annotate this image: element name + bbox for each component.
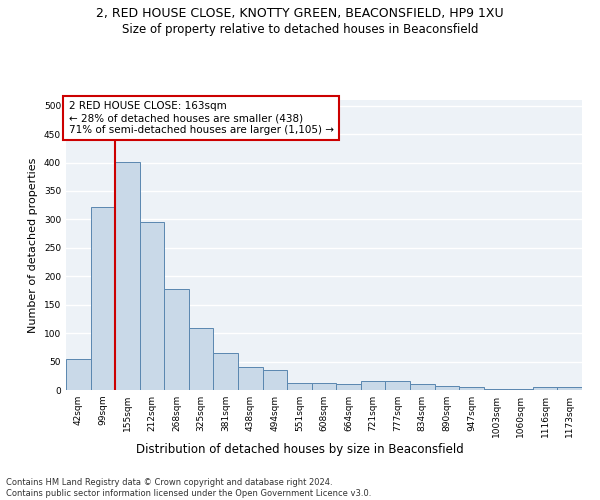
- Bar: [238, 368, 263, 390]
- Bar: [533, 387, 557, 390]
- Bar: [66, 358, 91, 390]
- Bar: [140, 222, 164, 390]
- Text: Distribution of detached houses by size in Beaconsfield: Distribution of detached houses by size …: [136, 442, 464, 456]
- Bar: [287, 382, 312, 390]
- Bar: [557, 386, 582, 390]
- Text: 2, RED HOUSE CLOSE, KNOTTY GREEN, BEACONSFIELD, HP9 1XU: 2, RED HOUSE CLOSE, KNOTTY GREEN, BEACON…: [96, 8, 504, 20]
- Bar: [459, 387, 484, 390]
- Bar: [336, 384, 361, 390]
- Bar: [164, 289, 189, 390]
- Bar: [484, 389, 508, 390]
- Bar: [214, 353, 238, 390]
- Bar: [312, 383, 336, 390]
- Bar: [91, 207, 115, 390]
- Bar: [410, 384, 434, 390]
- Bar: [115, 162, 140, 390]
- Text: 2 RED HOUSE CLOSE: 163sqm
← 28% of detached houses are smaller (438)
71% of semi: 2 RED HOUSE CLOSE: 163sqm ← 28% of detac…: [68, 102, 334, 134]
- Bar: [263, 370, 287, 390]
- Bar: [434, 386, 459, 390]
- Text: Contains HM Land Registry data © Crown copyright and database right 2024.
Contai: Contains HM Land Registry data © Crown c…: [6, 478, 371, 498]
- Y-axis label: Number of detached properties: Number of detached properties: [28, 158, 38, 332]
- Bar: [361, 381, 385, 390]
- Text: Size of property relative to detached houses in Beaconsfield: Size of property relative to detached ho…: [122, 22, 478, 36]
- Bar: [385, 382, 410, 390]
- Bar: [189, 328, 214, 390]
